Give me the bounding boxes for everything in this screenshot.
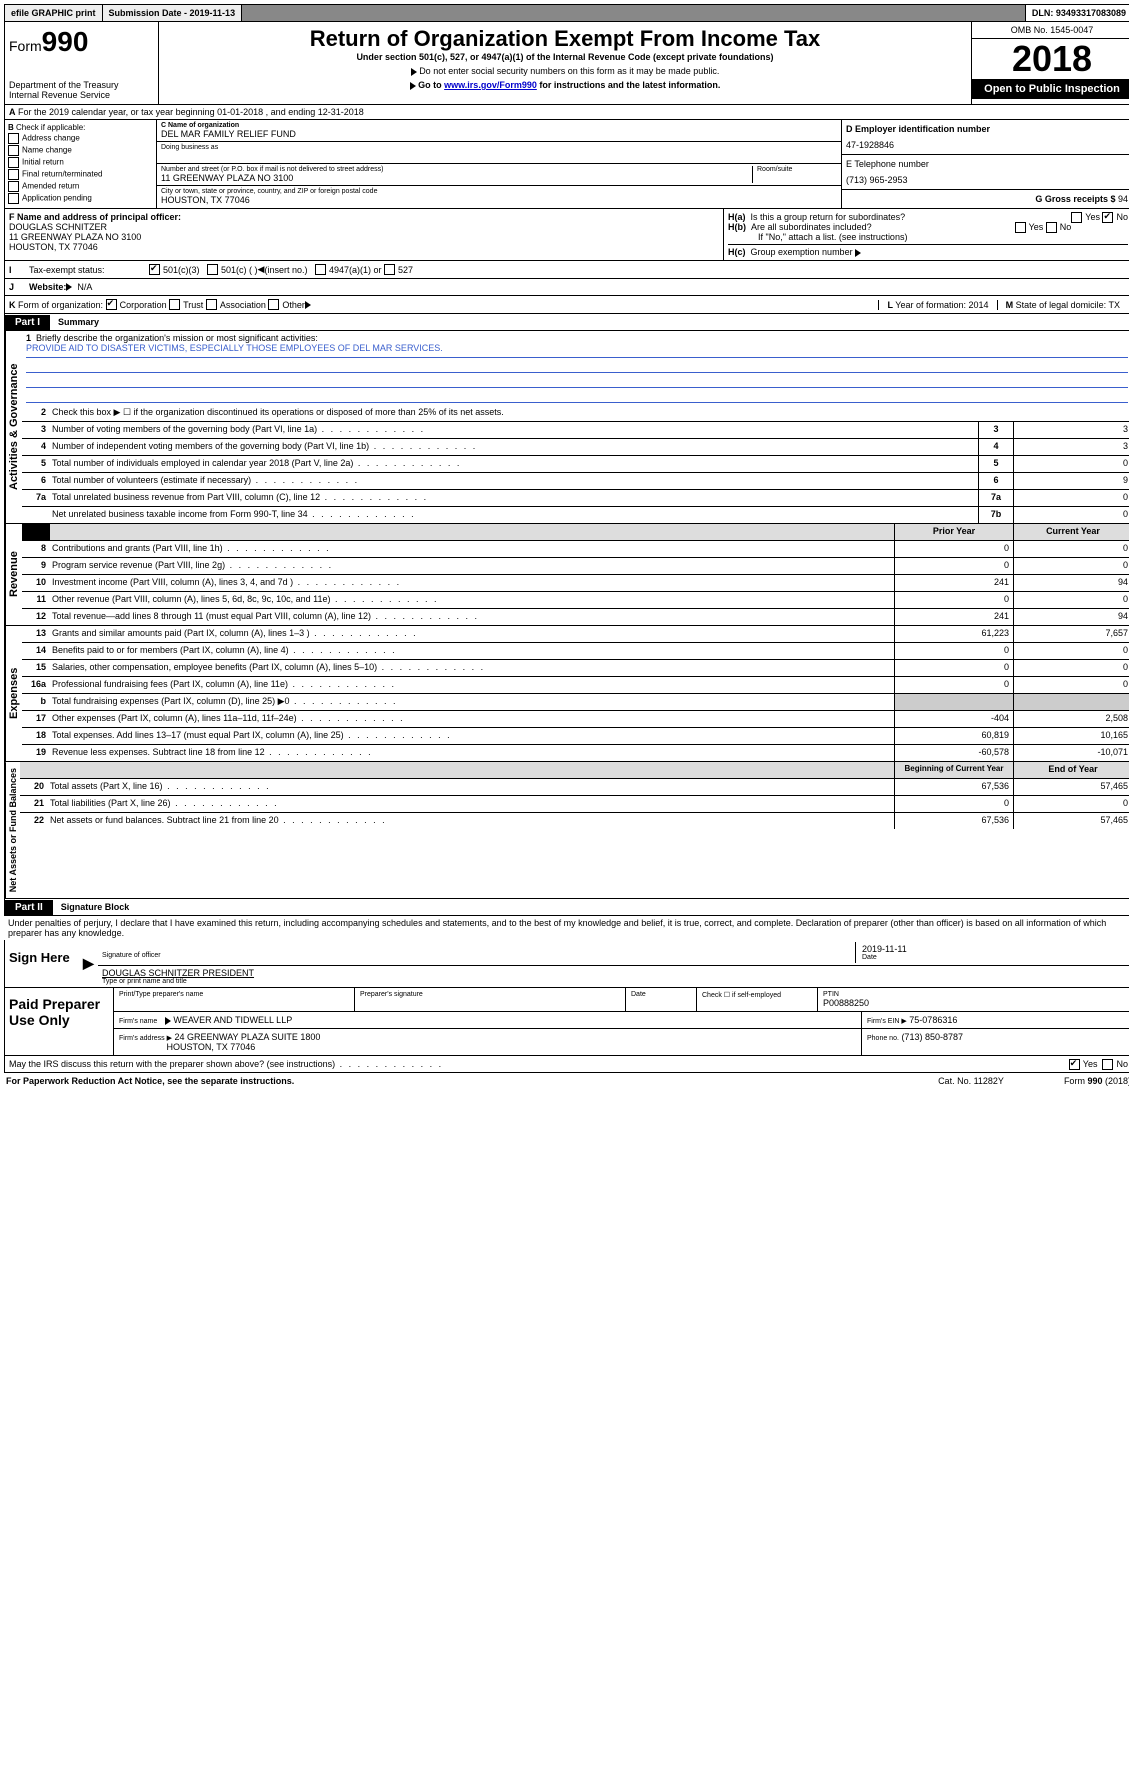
gross-receipts: 94 — [1118, 194, 1128, 204]
table-row: 13Grants and similar amounts paid (Part … — [22, 626, 1129, 643]
table-row: Net unrelated business taxable income fr… — [22, 507, 1129, 523]
net-assets-section: Net Assets or Fund Balances Beginning of… — [4, 762, 1129, 899]
website-row: J Website: N/A — [4, 279, 1129, 296]
table-row: 17Other expenses (Part IX, column (A), l… — [22, 711, 1129, 728]
part1-header: Part I Summary — [4, 314, 1129, 331]
table-row: 14Benefits paid to or for members (Part … — [22, 643, 1129, 660]
table-row: 3Number of voting members of the governi… — [22, 422, 1129, 439]
dept-treasury: Department of the Treasury Internal Reve… — [9, 80, 154, 100]
cb-discuss-yes[interactable] — [1069, 1059, 1080, 1070]
form-title: Return of Organization Exempt From Incom… — [163, 26, 967, 52]
paid-preparer-block: Paid Preparer Use Only Print/Type prepar… — [4, 988, 1129, 1056]
officer-type-name: DOUGLAS SCHNITZER PRESIDENT — [102, 968, 1128, 978]
discuss-row: May the IRS discuss this return with the… — [4, 1056, 1129, 1073]
tax-year: 2018 — [972, 39, 1129, 79]
form-number: Form990 — [9, 26, 154, 58]
table-row: 22Net assets or fund balances. Subtract … — [20, 813, 1129, 829]
cb-527[interactable] — [384, 264, 395, 275]
table-row: bTotal fundraising expenses (Part IX, co… — [22, 694, 1129, 711]
arrow-icon — [165, 1017, 171, 1025]
cb-address[interactable]: Address change — [8, 133, 153, 144]
website-value: N/A — [77, 282, 92, 292]
officer-name: DOUGLAS SCHNITZER — [9, 222, 107, 232]
table-row: 5Total number of individuals employed in… — [22, 456, 1129, 473]
page-footer: For Paperwork Reduction Act Notice, see … — [4, 1073, 1129, 1089]
cb-4947[interactable] — [315, 264, 326, 275]
net-assets-tab: Net Assets or Fund Balances — [5, 762, 20, 898]
cb-name[interactable]: Name change — [8, 145, 153, 156]
subtitle-2: Do not enter social security numbers on … — [163, 66, 967, 76]
form-header: Form990 Department of the Treasury Inter… — [4, 22, 1129, 105]
table-row: 15Salaries, other compensation, employee… — [22, 660, 1129, 677]
revenue-tab: Revenue — [5, 524, 22, 625]
table-row: 21Total liabilities (Part X, line 26)00 — [20, 796, 1129, 813]
subtitle-1: Under section 501(c), 527, or 4947(a)(1)… — [163, 52, 967, 62]
table-row: 8Contributions and grants (Part VIII, li… — [22, 541, 1129, 558]
officer-group-row: F Name and address of principal officer:… — [4, 209, 1129, 261]
top-bar: efile GRAPHIC print Submission Date - 20… — [4, 4, 1129, 22]
tax-year-row: A For the 2019 calendar year, or tax yea… — [4, 105, 1129, 120]
cb-final[interactable]: Final return/terminated — [8, 169, 153, 180]
tel-label: E Telephone number — [846, 159, 929, 169]
org-city: HOUSTON, TX 77046 — [161, 195, 837, 205]
arrow-icon: ▶ — [83, 955, 94, 972]
table-row: 10Investment income (Part VIII, column (… — [22, 575, 1129, 592]
omb-number: OMB No. 1545-0047 — [972, 22, 1129, 39]
table-row: 16aProfessional fundraising fees (Part I… — [22, 677, 1129, 694]
table-row: 11Other revenue (Part VIII, column (A), … — [22, 592, 1129, 609]
governance-section: Activities & Governance 1 Briefly descri… — [4, 331, 1129, 524]
arrow-icon — [305, 301, 311, 309]
cb-other[interactable] — [268, 299, 279, 310]
cb-assoc[interactable] — [206, 299, 217, 310]
subtitle-3: Go to www.irs.gov/Form990 for instructio… — [163, 80, 967, 90]
firm-name: WEAVER AND TIDWELL LLP — [173, 1015, 292, 1025]
tel-value: (713) 965-2953 — [846, 175, 1128, 185]
expenses-tab: Expenses — [5, 626, 22, 761]
org-info-block: B Check if applicable: Address change Na… — [4, 120, 1129, 209]
efile-print-button[interactable]: efile GRAPHIC print — [5, 5, 103, 21]
name-address-column: C Name of organization DEL MAR FAMILY RE… — [157, 120, 841, 208]
table-row: 6Total number of volunteers (estimate if… — [22, 473, 1129, 490]
cb-discuss-no[interactable] — [1102, 1059, 1113, 1070]
org-name: DEL MAR FAMILY RELIEF FUND — [161, 129, 837, 139]
cb-corp[interactable] — [106, 299, 117, 310]
dln-label: DLN: 93493317083089 — [1026, 5, 1129, 21]
revenue-section: Revenue b Prior Year Current Year 8Contr… — [4, 524, 1129, 626]
cb-501c[interactable] — [207, 264, 218, 275]
cb-trust[interactable] — [169, 299, 180, 310]
cb-501c3[interactable] — [149, 264, 160, 275]
topbar-spacer — [242, 5, 1026, 21]
table-row: 18Total expenses. Add lines 13–17 (must … — [22, 728, 1129, 745]
arrow-icon — [410, 82, 416, 90]
table-row: 4Number of independent voting members of… — [22, 439, 1129, 456]
tax-exempt-row: I Tax-exempt status: 501(c)(3) 501(c) ( … — [4, 261, 1129, 279]
cb-amended[interactable]: Amended return — [8, 181, 153, 192]
table-row: 20Total assets (Part X, line 16)67,53657… — [20, 779, 1129, 796]
ein-value: 47-1928846 — [846, 140, 1128, 150]
arrow-icon — [411, 68, 417, 76]
perjury-text: Under penalties of perjury, I declare th… — [4, 916, 1129, 940]
part2-header: Part II Signature Block — [4, 899, 1129, 916]
ein-phone-column: D Employer identification number 47-1928… — [841, 120, 1129, 208]
checkboxes-column: B Check if applicable: Address change Na… — [5, 120, 157, 208]
irs-link[interactable]: www.irs.gov/Form990 — [444, 80, 537, 90]
expenses-section: Expenses 13Grants and similar amounts pa… — [4, 626, 1129, 762]
table-row: 2Check this box ▶ ☐ if the organization … — [22, 405, 1129, 422]
governance-tab: Activities & Governance — [5, 331, 22, 523]
mission-text: PROVIDE AID TO DISASTER VICTIMS, ESPECIA… — [26, 343, 1128, 358]
submission-date-button[interactable]: Submission Date - 2019-11-13 — [103, 5, 243, 21]
arrow-icon — [855, 249, 861, 257]
arrow-icon — [66, 283, 72, 291]
cb-pending[interactable]: Application pending — [8, 193, 153, 204]
ein-label: D Employer identification number — [846, 124, 990, 134]
table-row: 9Program service revenue (Part VIII, lin… — [22, 558, 1129, 575]
table-row: 12Total revenue—add lines 8 through 11 (… — [22, 609, 1129, 625]
table-row: 7aTotal unrelated business revenue from … — [22, 490, 1129, 507]
table-row: 19Revenue less expenses. Subtract line 1… — [22, 745, 1129, 761]
form-org-row: K Form of organization: Corporation Trus… — [4, 296, 1129, 314]
cb-initial[interactable]: Initial return — [8, 157, 153, 168]
sign-here-block: Sign Here ▶ Signature of officer 2019-11… — [4, 940, 1129, 988]
open-public-badge: Open to Public Inspection — [972, 79, 1129, 99]
org-street: 11 GREENWAY PLAZA NO 3100 — [161, 173, 752, 183]
